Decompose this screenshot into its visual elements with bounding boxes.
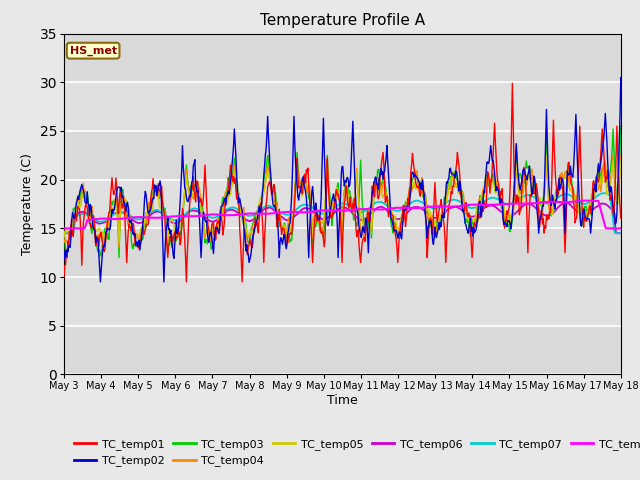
TC_temp08 <box>70 226 78 231</box>
TC_temp04 <box>609 153 617 158</box>
TC_temp01 <box>127 228 135 234</box>
Title: Temperature Profile A: Temperature Profile A <box>260 13 425 28</box>
Bar <box>64 131 621 180</box>
TC_temp06 <box>617 230 625 236</box>
TC_temp01 <box>509 80 516 86</box>
TC_temp08 <box>617 226 625 231</box>
TC_temp01 <box>411 169 419 175</box>
Bar <box>64 34 621 82</box>
Text: HS_met: HS_met <box>70 46 116 56</box>
TC_temp04 <box>185 189 193 194</box>
TC_temp07 <box>184 209 192 215</box>
TC_temp08 <box>214 212 221 217</box>
TC_temp01 <box>428 216 435 222</box>
TC_temp03 <box>617 123 625 129</box>
Line: TC_temp01: TC_temp01 <box>64 83 621 282</box>
TC_temp07 <box>70 225 78 231</box>
Legend: TC_temp01, TC_temp02, TC_temp03, TC_temp04, TC_temp05, TC_temp06, TC_temp07, TC_: TC_temp01, TC_temp02, TC_temp03, TC_temp… <box>70 434 640 471</box>
Bar <box>64 326 621 374</box>
TC_temp02 <box>128 225 136 230</box>
TC_temp06 <box>60 230 68 236</box>
TC_temp02 <box>70 216 78 221</box>
TC_temp01 <box>214 220 222 226</box>
X-axis label: Time: Time <box>327 394 358 407</box>
TC_temp08 <box>184 214 192 219</box>
Line: TC_temp02: TC_temp02 <box>64 77 621 282</box>
TC_temp07 <box>426 204 434 210</box>
TC_temp02 <box>185 196 193 202</box>
TC_temp08 <box>127 215 135 220</box>
TC_temp05 <box>617 157 625 163</box>
TC_temp06 <box>184 210 192 216</box>
TC_temp07 <box>214 214 221 219</box>
TC_temp05 <box>60 235 68 240</box>
TC_temp06 <box>563 200 570 206</box>
Line: TC_temp07: TC_temp07 <box>64 193 621 233</box>
TC_temp03 <box>428 221 435 227</box>
TC_temp07 <box>617 230 625 236</box>
TC_temp01 <box>60 274 68 280</box>
TC_temp08 <box>410 205 418 211</box>
TC_temp05 <box>428 213 435 219</box>
TC_temp05 <box>214 216 222 221</box>
TC_temp04 <box>115 245 123 251</box>
TC_temp03 <box>60 238 68 243</box>
Line: TC_temp08: TC_temp08 <box>64 201 621 228</box>
TC_temp05 <box>543 153 550 158</box>
TC_temp07 <box>127 214 135 219</box>
TC_temp08 <box>580 198 588 204</box>
TC_temp03 <box>214 229 222 235</box>
TC_temp07 <box>410 198 418 204</box>
TC_temp08 <box>60 226 68 231</box>
TC_temp06 <box>214 216 221 222</box>
TC_temp04 <box>617 153 625 158</box>
TC_temp05 <box>411 180 419 185</box>
Line: TC_temp05: TC_temp05 <box>64 156 621 243</box>
TC_temp02 <box>214 228 222 234</box>
TC_temp07 <box>599 191 607 196</box>
TC_temp06 <box>127 216 135 222</box>
TC_temp01 <box>70 215 78 221</box>
TC_temp07 <box>60 230 68 236</box>
TC_temp04 <box>428 222 435 228</box>
TC_temp03 <box>128 244 136 250</box>
TC_temp06 <box>70 214 78 220</box>
Line: TC_temp04: TC_temp04 <box>64 156 621 248</box>
TC_temp05 <box>115 240 123 246</box>
TC_temp03 <box>185 186 193 192</box>
TC_temp03 <box>115 255 123 261</box>
TC_temp04 <box>411 183 419 189</box>
Line: TC_temp03: TC_temp03 <box>64 126 621 258</box>
TC_temp01 <box>185 217 193 223</box>
TC_temp02 <box>617 74 625 80</box>
TC_temp04 <box>60 237 68 242</box>
TC_temp04 <box>214 228 222 234</box>
TC_temp04 <box>128 227 136 233</box>
TC_temp03 <box>70 205 78 211</box>
TC_temp06 <box>410 204 418 210</box>
Bar <box>64 228 621 277</box>
TC_temp02 <box>97 279 104 285</box>
TC_temp01 <box>617 216 625 221</box>
Y-axis label: Temperature (C): Temperature (C) <box>21 153 34 255</box>
TC_temp03 <box>411 172 419 178</box>
TC_temp05 <box>70 216 78 222</box>
TC_temp02 <box>411 172 419 178</box>
Line: TC_temp06: TC_temp06 <box>64 203 621 233</box>
TC_temp02 <box>60 249 68 254</box>
TC_temp08 <box>426 204 434 210</box>
TC_temp04 <box>70 214 78 219</box>
TC_temp05 <box>185 190 193 195</box>
TC_temp01 <box>182 279 190 285</box>
TC_temp02 <box>428 218 435 224</box>
TC_temp05 <box>128 227 136 233</box>
TC_temp06 <box>426 213 434 218</box>
